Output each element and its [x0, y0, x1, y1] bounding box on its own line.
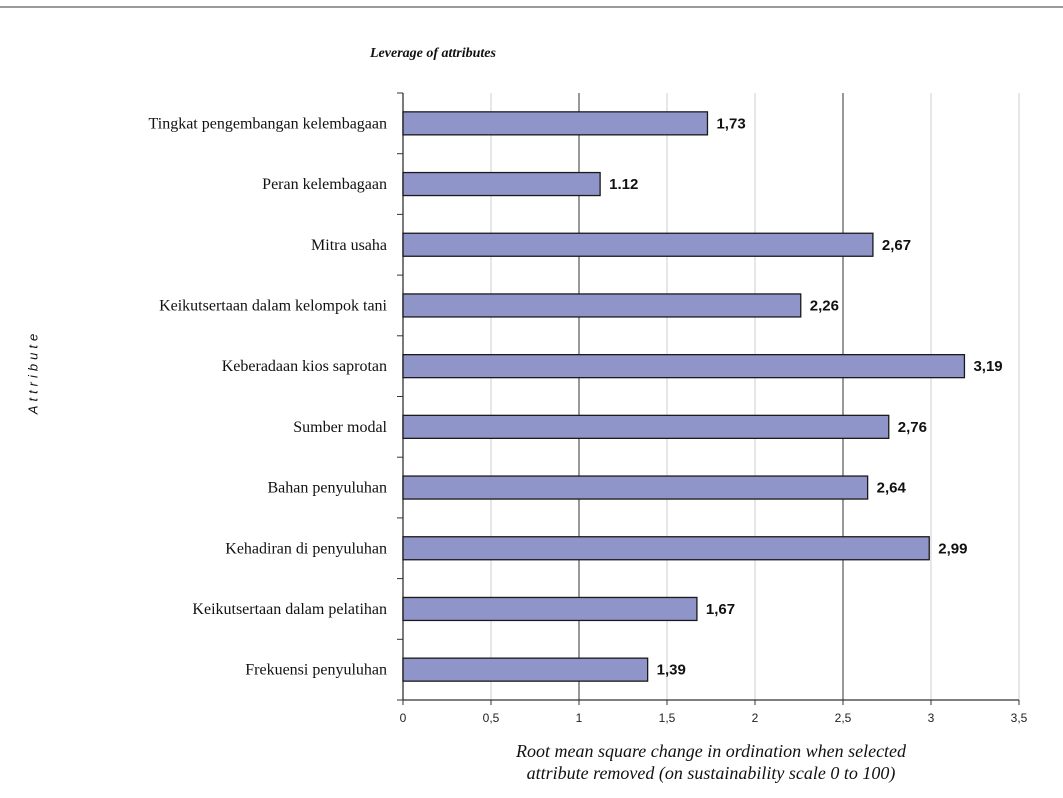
- x-tick-label: 1: [576, 711, 583, 725]
- bar-7: [402, 475, 869, 500]
- value-label: 2,26: [810, 297, 839, 314]
- category-label: Sumber modal: [293, 419, 387, 436]
- x-tick-label: 3,5: [1011, 711, 1028, 725]
- bar-4: [402, 293, 802, 318]
- value-label: 2,64: [877, 480, 907, 497]
- top-rule: [0, 6, 1063, 8]
- value-label: 1,73: [716, 115, 745, 132]
- x-axis-title: Root mean square change in ordination wh…: [403, 740, 1019, 784]
- bar-3: [402, 232, 874, 257]
- bar-1: [402, 111, 709, 136]
- value-label: 2,67: [882, 237, 911, 254]
- x-axis-title-line-2: attribute removed (on sustainability sca…: [526, 763, 896, 783]
- value-label: 2,76: [898, 419, 927, 436]
- x-tick-label: 0: [400, 711, 407, 725]
- value-label: 3,19: [973, 358, 1002, 375]
- x-tick-label: 2: [752, 711, 759, 725]
- chart-title: Leverage of attributes: [370, 46, 496, 61]
- x-tick-label: 2,5: [835, 711, 852, 725]
- category-label: Bahan penyuluhan: [267, 480, 387, 497]
- bar-8: [402, 536, 930, 561]
- category-label: Frekuensi penyuluhan: [245, 662, 387, 679]
- bar-2: [402, 171, 601, 197]
- bar-6: [402, 414, 890, 440]
- category-label: Keberadaan kios saprotan: [222, 358, 387, 375]
- category-label: Tingkat pengembangan kelembagaan: [149, 115, 387, 132]
- x-tick-label: 1,5: [659, 711, 676, 725]
- category-label: Keikutsertaan dalam pelatihan: [192, 601, 387, 618]
- bar-9: [402, 596, 698, 622]
- category-label: Keikutsertaan dalam kelompok tani: [159, 297, 387, 314]
- value-label: 1,39: [657, 662, 686, 679]
- value-label: 1,67: [706, 601, 735, 618]
- value-label: 1.12: [609, 176, 638, 193]
- x-tick-label: 3: [928, 711, 935, 725]
- value-label: 2,99: [938, 540, 967, 557]
- bar-5: [402, 353, 966, 379]
- x-axis-title-line-1: Root mean square change in ordination wh…: [515, 741, 907, 761]
- category-label: Peran kelembagaan: [262, 176, 387, 193]
- category-label: Mitra usaha: [311, 237, 387, 254]
- bar-10: [402, 657, 649, 682]
- x-tick-label: 0,5: [483, 711, 500, 725]
- category-label: Kehadiran di penyuluhan: [225, 540, 387, 557]
